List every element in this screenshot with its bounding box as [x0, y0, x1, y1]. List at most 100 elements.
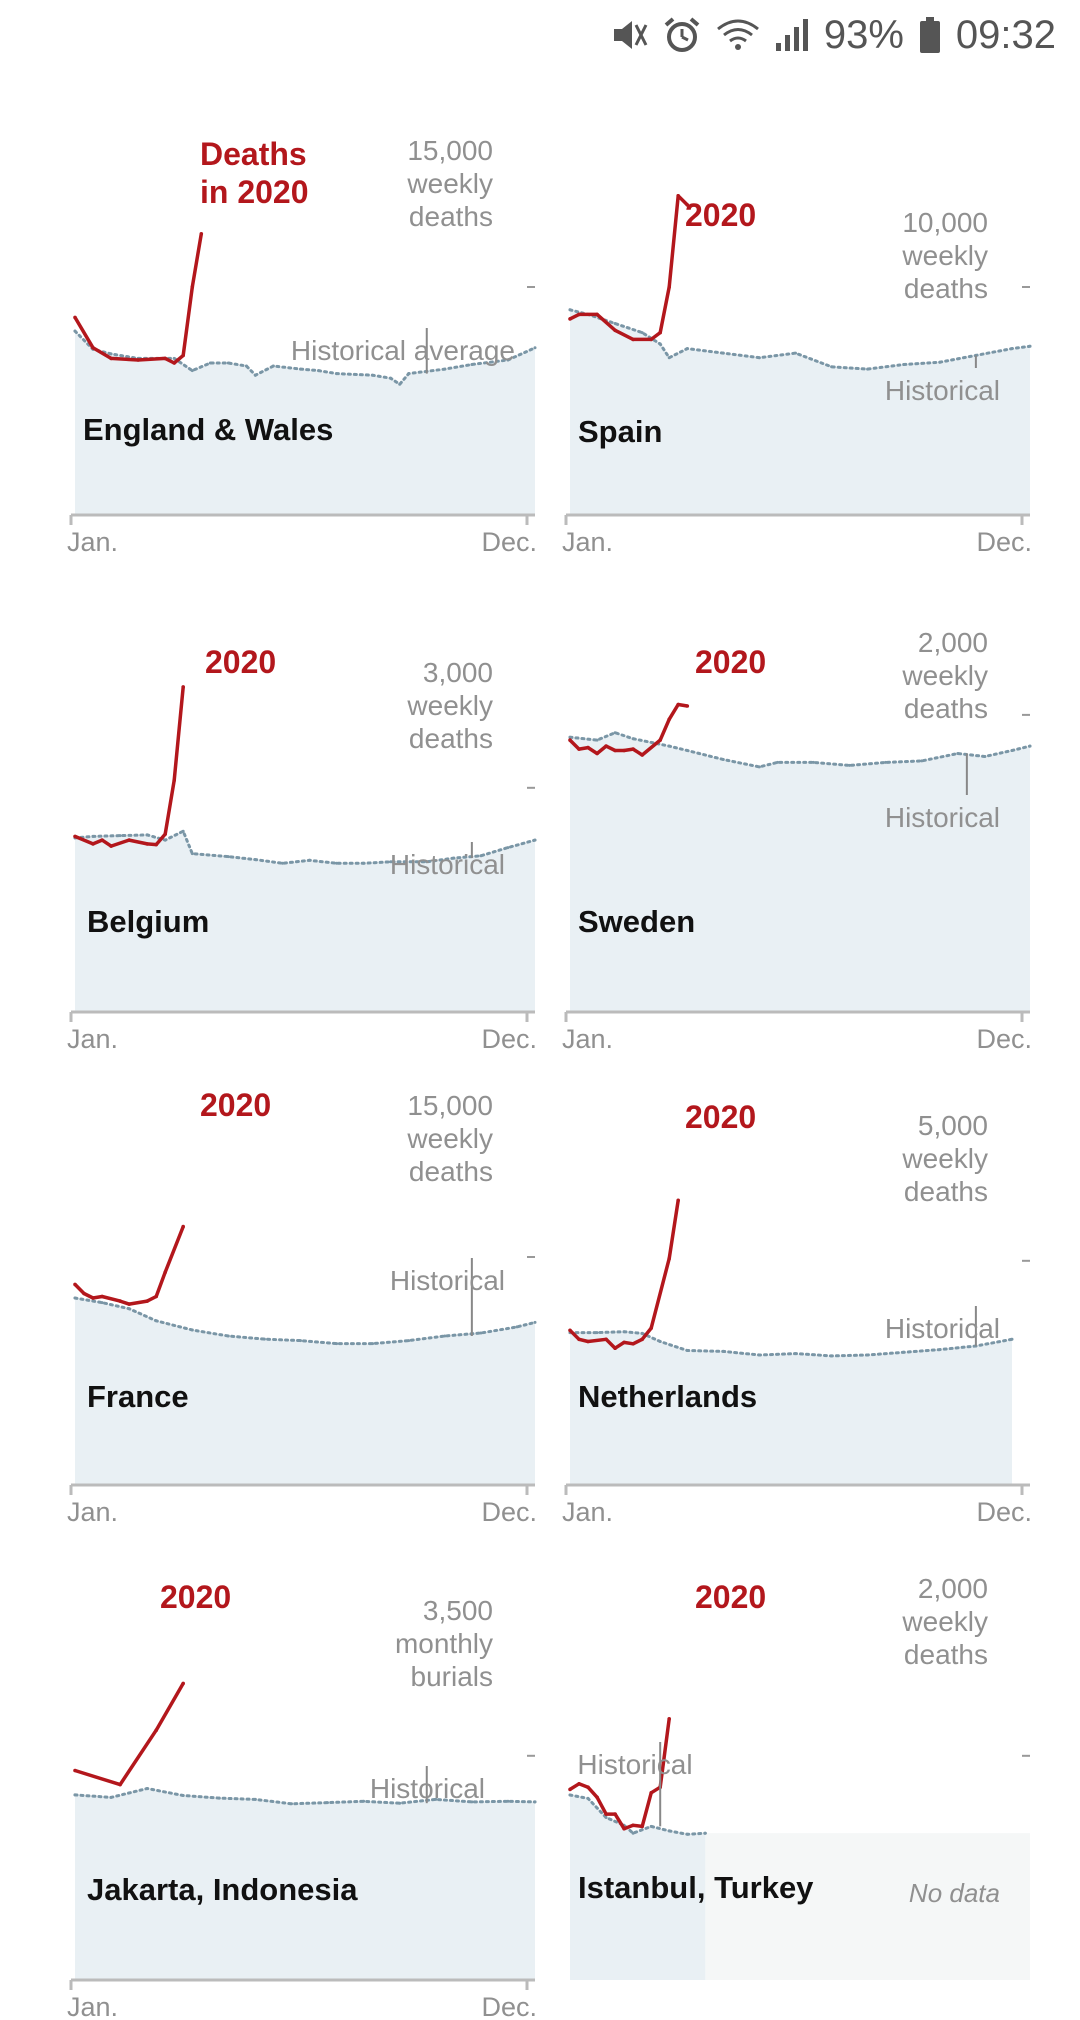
- historical-point: [335, 1342, 339, 1346]
- x-tick-label: Jan.: [67, 1497, 118, 1527]
- historical-point: [757, 765, 761, 769]
- historical-point: [290, 1802, 293, 1806]
- series-2020-point: [622, 1340, 626, 1345]
- historical-point: [443, 367, 447, 371]
- historical-point: [631, 1831, 635, 1835]
- historical-point: [434, 1797, 438, 1801]
- unit-label: deaths: [409, 1156, 493, 1187]
- series-2020-point: [136, 358, 140, 362]
- series-2020-point: [172, 361, 176, 365]
- series-2020-point: [613, 748, 617, 753]
- series-2020-point: [577, 747, 581, 751]
- historical-area: [75, 831, 535, 1012]
- historical-point: [253, 373, 257, 377]
- series-2020-label: Deaths: [200, 136, 307, 172]
- historical-point: [362, 861, 366, 865]
- historical-point: [262, 1337, 266, 1341]
- series-2020-point: [613, 1346, 617, 1350]
- place-name: Belgium: [87, 904, 209, 939]
- place-name: Istanbul, Turkey: [578, 1870, 814, 1905]
- historical-area: [570, 732, 1030, 1012]
- series-2020-point: [73, 1768, 77, 1773]
- unit-label: weekly: [901, 240, 988, 271]
- historical-point: [685, 347, 689, 351]
- series-2020-line: [74, 1682, 185, 1787]
- historical-point: [398, 382, 402, 386]
- unit-label: deaths: [904, 693, 988, 724]
- series-2020-point: [586, 1339, 590, 1344]
- series-2020-point: [568, 317, 572, 321]
- series-2020-point: [568, 1787, 572, 1792]
- historical-point: [371, 373, 375, 377]
- series-2020-point: [676, 702, 680, 707]
- series-2020-point: [667, 1717, 671, 1721]
- historical-point: [109, 352, 113, 356]
- historical-point: [389, 376, 393, 380]
- historical-point: [812, 760, 815, 764]
- series-2020-point: [118, 1299, 122, 1303]
- historical-point: [109, 1795, 113, 1799]
- historical-point: [658, 342, 662, 346]
- x-tick-label: Dec.: [481, 1497, 537, 1527]
- historical-point: [604, 1816, 608, 1819]
- status-bar: 93% 09:32: [0, 0, 1080, 70]
- series-2020-point: [658, 738, 662, 742]
- series-2020-point: [586, 1785, 590, 1789]
- series-2020-line: [74, 686, 185, 848]
- historical-point: [938, 360, 942, 364]
- historical-point: [685, 1832, 689, 1836]
- historical-point: [371, 1342, 375, 1346]
- historical-area: [570, 309, 1030, 515]
- series-2020-point: [568, 738, 572, 742]
- historical-point: [1028, 744, 1032, 748]
- x-tick-label: Jan.: [67, 1992, 118, 2020]
- historical-point: [776, 760, 779, 764]
- historical-point: [757, 356, 761, 360]
- historical-point: [407, 1339, 411, 1343]
- series-2020-label: 2020: [695, 1579, 766, 1615]
- series-2020-point: [640, 1337, 644, 1342]
- historical-point: [127, 1307, 131, 1311]
- place-name: Jakarta, Indonesia: [87, 1872, 358, 1907]
- historical-point: [389, 860, 393, 864]
- unit-label: deaths: [409, 723, 493, 754]
- historical-point: [848, 763, 852, 767]
- series-2020-point: [73, 315, 77, 320]
- historical-point: [145, 833, 149, 837]
- x-tick-label: Jan.: [562, 1024, 613, 1054]
- series-2020-line: [73, 233, 204, 365]
- series-2020-point: [100, 838, 104, 842]
- historical-point: [470, 1800, 474, 1804]
- historical-point: [226, 1334, 230, 1338]
- unit-label: deaths: [409, 201, 493, 232]
- series-2020-point: [91, 1296, 95, 1300]
- historical-point: [244, 364, 248, 368]
- historical-point: [595, 1331, 599, 1335]
- historical-point: [452, 856, 456, 860]
- no-data-label: No data: [909, 1878, 1000, 1908]
- historical-point: [145, 1787, 149, 1790]
- historical-point: [884, 760, 888, 764]
- place-name: Netherlands: [578, 1379, 757, 1414]
- chart-panel-jakarta-indonesia: Jan. Dec. 2020 3,500 monthly burials Historica…: [65, 1579, 545, 2020]
- historical-point: [983, 755, 987, 758]
- historical-point: [631, 737, 635, 741]
- historical-point: [181, 829, 185, 833]
- unit-label: weekly: [901, 1606, 988, 1637]
- alarm-icon: [662, 15, 702, 55]
- series-2020-point: [604, 744, 608, 748]
- series-2020-label: 2020: [205, 644, 276, 680]
- historical-point: [649, 1824, 653, 1828]
- clock: 09:32: [955, 12, 1056, 57]
- series-2020-point: [649, 1326, 653, 1330]
- historical-point: [1010, 749, 1014, 752]
- unit-label: deaths: [904, 1639, 988, 1670]
- historical-point: [253, 1797, 257, 1801]
- unit-label: burials: [411, 1661, 493, 1692]
- series-2020-point: [586, 745, 590, 750]
- historical-point: [640, 331, 644, 335]
- historical-label: Historical: [885, 375, 1000, 406]
- historical-point: [902, 363, 906, 366]
